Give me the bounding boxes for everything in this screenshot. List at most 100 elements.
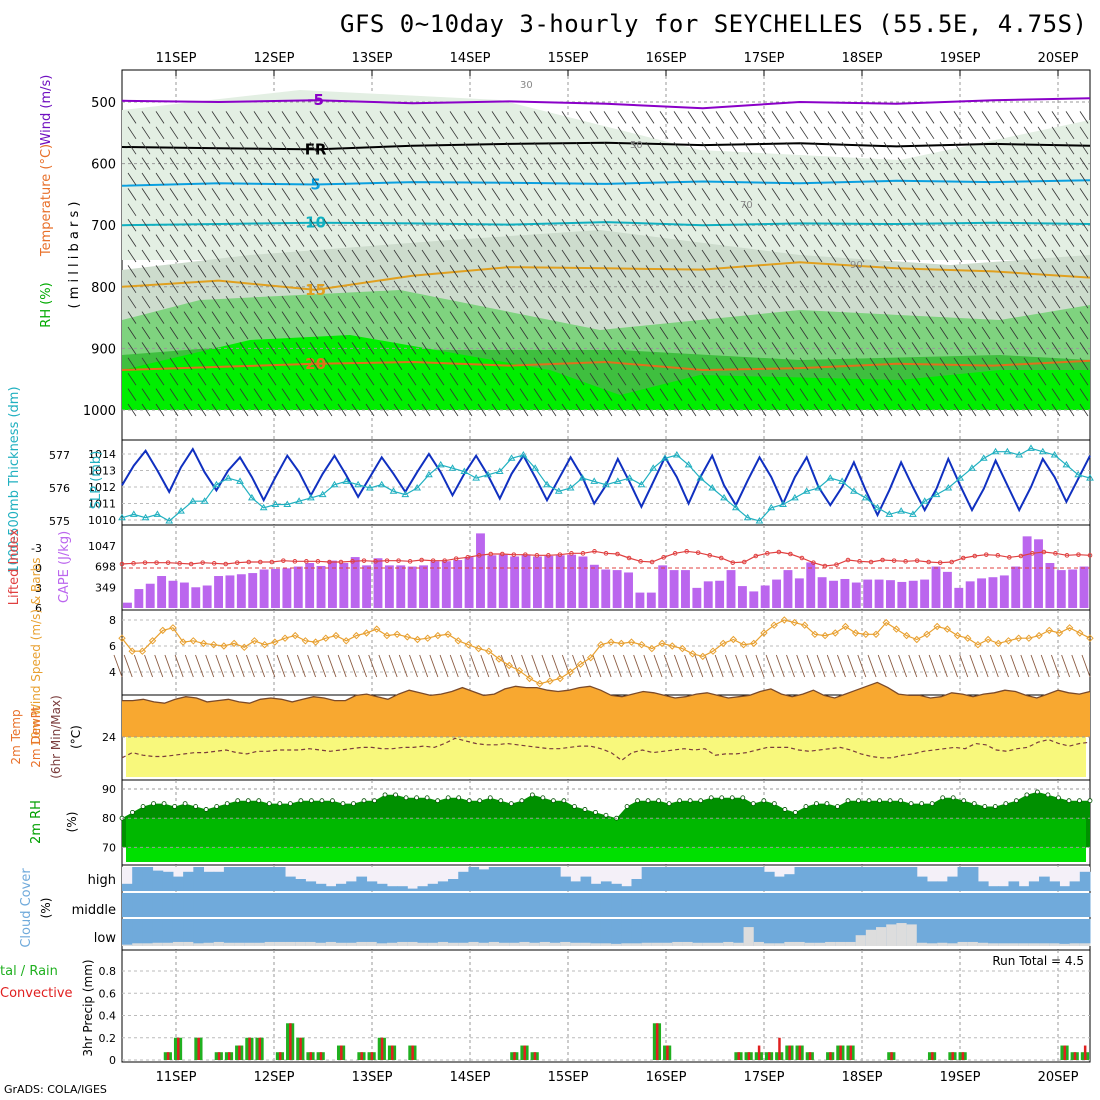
cloud-bar: [662, 942, 673, 946]
wind-barb: [183, 357, 193, 371]
wind-barb: [603, 157, 613, 170]
wind-barb: [1023, 249, 1033, 263]
wind-barb: [463, 249, 473, 263]
cloud-bar: [223, 919, 235, 946]
wind-marker: [403, 633, 412, 641]
wind-barb: [155, 203, 165, 217]
date-label-bottom: 14SEP: [450, 1070, 491, 1085]
thickness-ylabel: 1000-500mb Thickness (dm): [7, 386, 22, 573]
wind-barb: [897, 172, 907, 186]
thickness-marker: [743, 513, 752, 521]
wind-barb: [407, 265, 417, 278]
wind-barb: [197, 141, 207, 155]
wind-barb: [519, 403, 529, 417]
wind-marker: [648, 644, 656, 653]
wind-barb: [281, 111, 291, 124]
wind-barb: [477, 111, 487, 124]
wind-barb: [603, 218, 613, 232]
wind-barb: [743, 265, 753, 278]
wind-barb: [939, 249, 949, 263]
wind-barb: [673, 326, 683, 340]
wind-barb: [463, 342, 473, 355]
wind-barb: [281, 141, 291, 155]
wind-barb: [575, 311, 585, 324]
wind-barb: [477, 172, 487, 186]
wind-barb: [575, 126, 585, 140]
thickness-marker: [1038, 447, 1047, 455]
rh-marker: [898, 798, 904, 804]
li-marker: [430, 558, 436, 563]
wind-barb-10m: [602, 654, 612, 678]
wind-barb: [463, 372, 473, 386]
wind-barb: [365, 141, 375, 155]
wind-barb: [197, 111, 207, 124]
wind-barb: [897, 141, 907, 155]
wind-barb: [799, 403, 809, 417]
wind-barb: [1037, 265, 1047, 278]
cape-bar: [601, 569, 611, 608]
wind-barb: [561, 357, 571, 371]
wind-barb: [771, 403, 781, 417]
wind-barb: [1065, 295, 1075, 309]
wind-barb: [365, 326, 375, 340]
wind-barb: [981, 188, 991, 201]
cloud-bar: [998, 943, 1009, 946]
wind-barb: [687, 388, 697, 401]
rh-marker: [698, 798, 704, 804]
wind-barb: [1051, 342, 1061, 355]
wind-barb: [463, 295, 473, 309]
wind-marker: [1014, 634, 1023, 642]
wind-barb: [561, 234, 571, 247]
wind-barb: [813, 141, 823, 155]
convective-bar: [299, 1037, 302, 1060]
wind-barb: [771, 203, 781, 217]
rh-marker: [971, 801, 977, 806]
cloud-bar: [723, 941, 734, 946]
li-marker: [1018, 553, 1024, 559]
wind-barb: [561, 188, 571, 201]
wind-marker: [536, 679, 544, 688]
li-marker: [373, 559, 378, 564]
wind-barb: [925, 203, 935, 217]
wind-barb-10m: [419, 654, 429, 678]
wind-barb: [169, 403, 179, 417]
wind-marker: [709, 647, 717, 655]
wind-barb: [785, 311, 795, 324]
cape-bar: [726, 570, 736, 608]
wind-barb: [925, 265, 935, 278]
wind-barb: [491, 126, 501, 140]
cloud-bar: [692, 867, 704, 891]
rh-marker: [340, 801, 346, 806]
wind-barb: [491, 326, 501, 340]
wind-barb: [995, 188, 1005, 201]
wind-barb: [435, 342, 445, 355]
wind-barb: [995, 403, 1005, 417]
wind-barb: [239, 172, 249, 186]
rh-marker: [235, 798, 241, 804]
wind-barb: [645, 126, 655, 140]
cloud-bar: [631, 919, 643, 946]
rh-marker: [887, 798, 893, 804]
wind-barb: [295, 295, 305, 309]
wind-barb: [869, 295, 879, 309]
wind-barb: [365, 357, 375, 371]
cloud-bar: [142, 867, 154, 891]
cape-bar: [214, 576, 223, 608]
wind-barb: [421, 280, 431, 294]
wind-barb: [379, 111, 389, 124]
wind-barb: [449, 280, 459, 294]
wind-barb: [799, 326, 809, 340]
wind-barb: [659, 172, 669, 186]
wind-barb: [533, 111, 543, 124]
wind-barb: [365, 388, 375, 401]
li-marker: [211, 561, 217, 566]
cloud-bar: [274, 893, 286, 917]
wind-barb-10m: [857, 654, 867, 678]
wind-barb: [463, 111, 473, 124]
wind-barb: [897, 280, 907, 294]
wind-barb: [197, 203, 207, 217]
cloud-bar: [723, 893, 734, 917]
wind-barb: [393, 188, 403, 201]
li-marker: [511, 552, 517, 557]
cloud-bar: [458, 893, 469, 917]
